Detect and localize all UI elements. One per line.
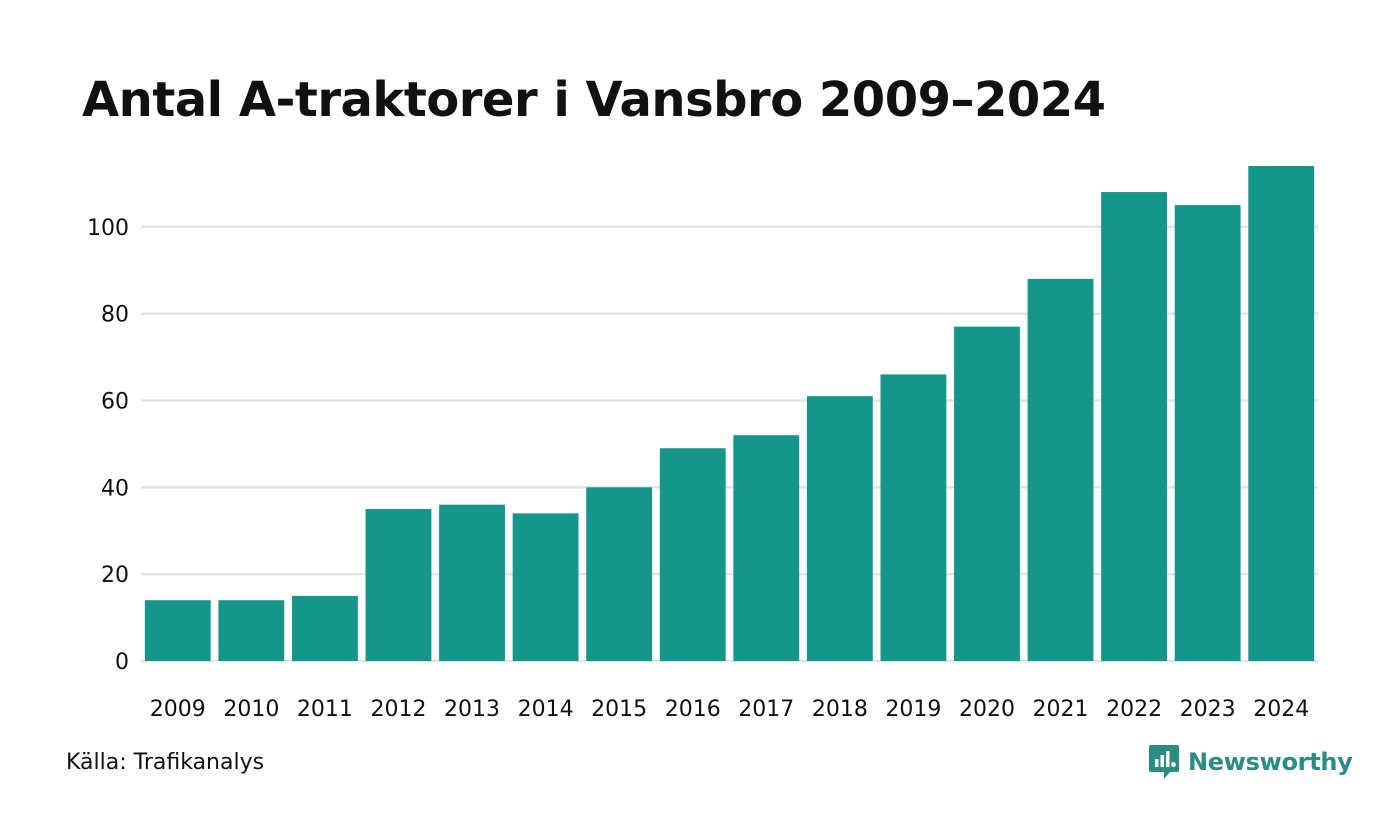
x-tick-label: 2015 [591, 697, 647, 722]
bar-2009 [144, 600, 211, 661]
bar-2015 [586, 487, 653, 661]
y-tick-label: 60 [101, 389, 129, 414]
bar-2013 [439, 504, 505, 661]
bar-2020 [954, 326, 1020, 661]
bar-2019 [880, 374, 947, 661]
y-tick-label: 20 [101, 563, 129, 588]
x-tick-label: 2019 [885, 697, 941, 722]
brand: Newsworthy [1148, 744, 1353, 780]
x-tick-label: 2021 [1033, 697, 1089, 722]
x-tick-label: 2010 [223, 697, 279, 722]
newsworthy-logo-icon [1149, 745, 1179, 779]
x-tick-label: 2024 [1253, 697, 1309, 722]
bar-2011 [291, 595, 358, 661]
x-tick-label: 2020 [959, 697, 1015, 722]
x-axis-ticks: 2009 2010 2011 2012 2013 2014 2015 2016 2017 2018… [150, 697, 1309, 722]
x-tick-label: 2011 [297, 697, 353, 722]
source-note: Källa: Trafikanalys [66, 750, 265, 775]
y-tick-label: 40 [101, 476, 129, 501]
bar-2012 [365, 509, 432, 661]
bar-2010 [218, 600, 285, 661]
bar-2017 [733, 435, 800, 661]
chart-title: Antal A-traktorer i Vansbro 2009–2024 [82, 72, 1106, 128]
x-tick-label: 2009 [150, 697, 206, 722]
brand-name: Newsworthy [1188, 748, 1353, 776]
bar-2023 [1174, 205, 1241, 661]
bar-2014 [512, 513, 579, 661]
x-tick-label: 2014 [518, 697, 574, 722]
bar-2018 [806, 396, 873, 661]
x-tick-label: 2017 [738, 697, 794, 722]
bar-2022 [1101, 192, 1168, 662]
y-tick-label: 80 [101, 303, 129, 328]
x-tick-label: 2016 [665, 697, 721, 722]
x-tick-label: 2023 [1180, 697, 1236, 722]
bar-2016 [659, 448, 726, 661]
bars [144, 166, 1315, 662]
x-tick-label: 2013 [444, 697, 500, 722]
bar-2024 [1248, 166, 1315, 661]
x-tick-label: 2022 [1106, 697, 1162, 722]
y-axis-ticks: 0 20 40 60 80 100 [87, 216, 129, 675]
x-tick-label: 2012 [370, 697, 426, 722]
y-tick-label: 0 [115, 650, 129, 675]
y-tick-label: 100 [87, 216, 129, 241]
x-tick-label: 2018 [812, 697, 868, 722]
bar-2021 [1027, 278, 1094, 661]
